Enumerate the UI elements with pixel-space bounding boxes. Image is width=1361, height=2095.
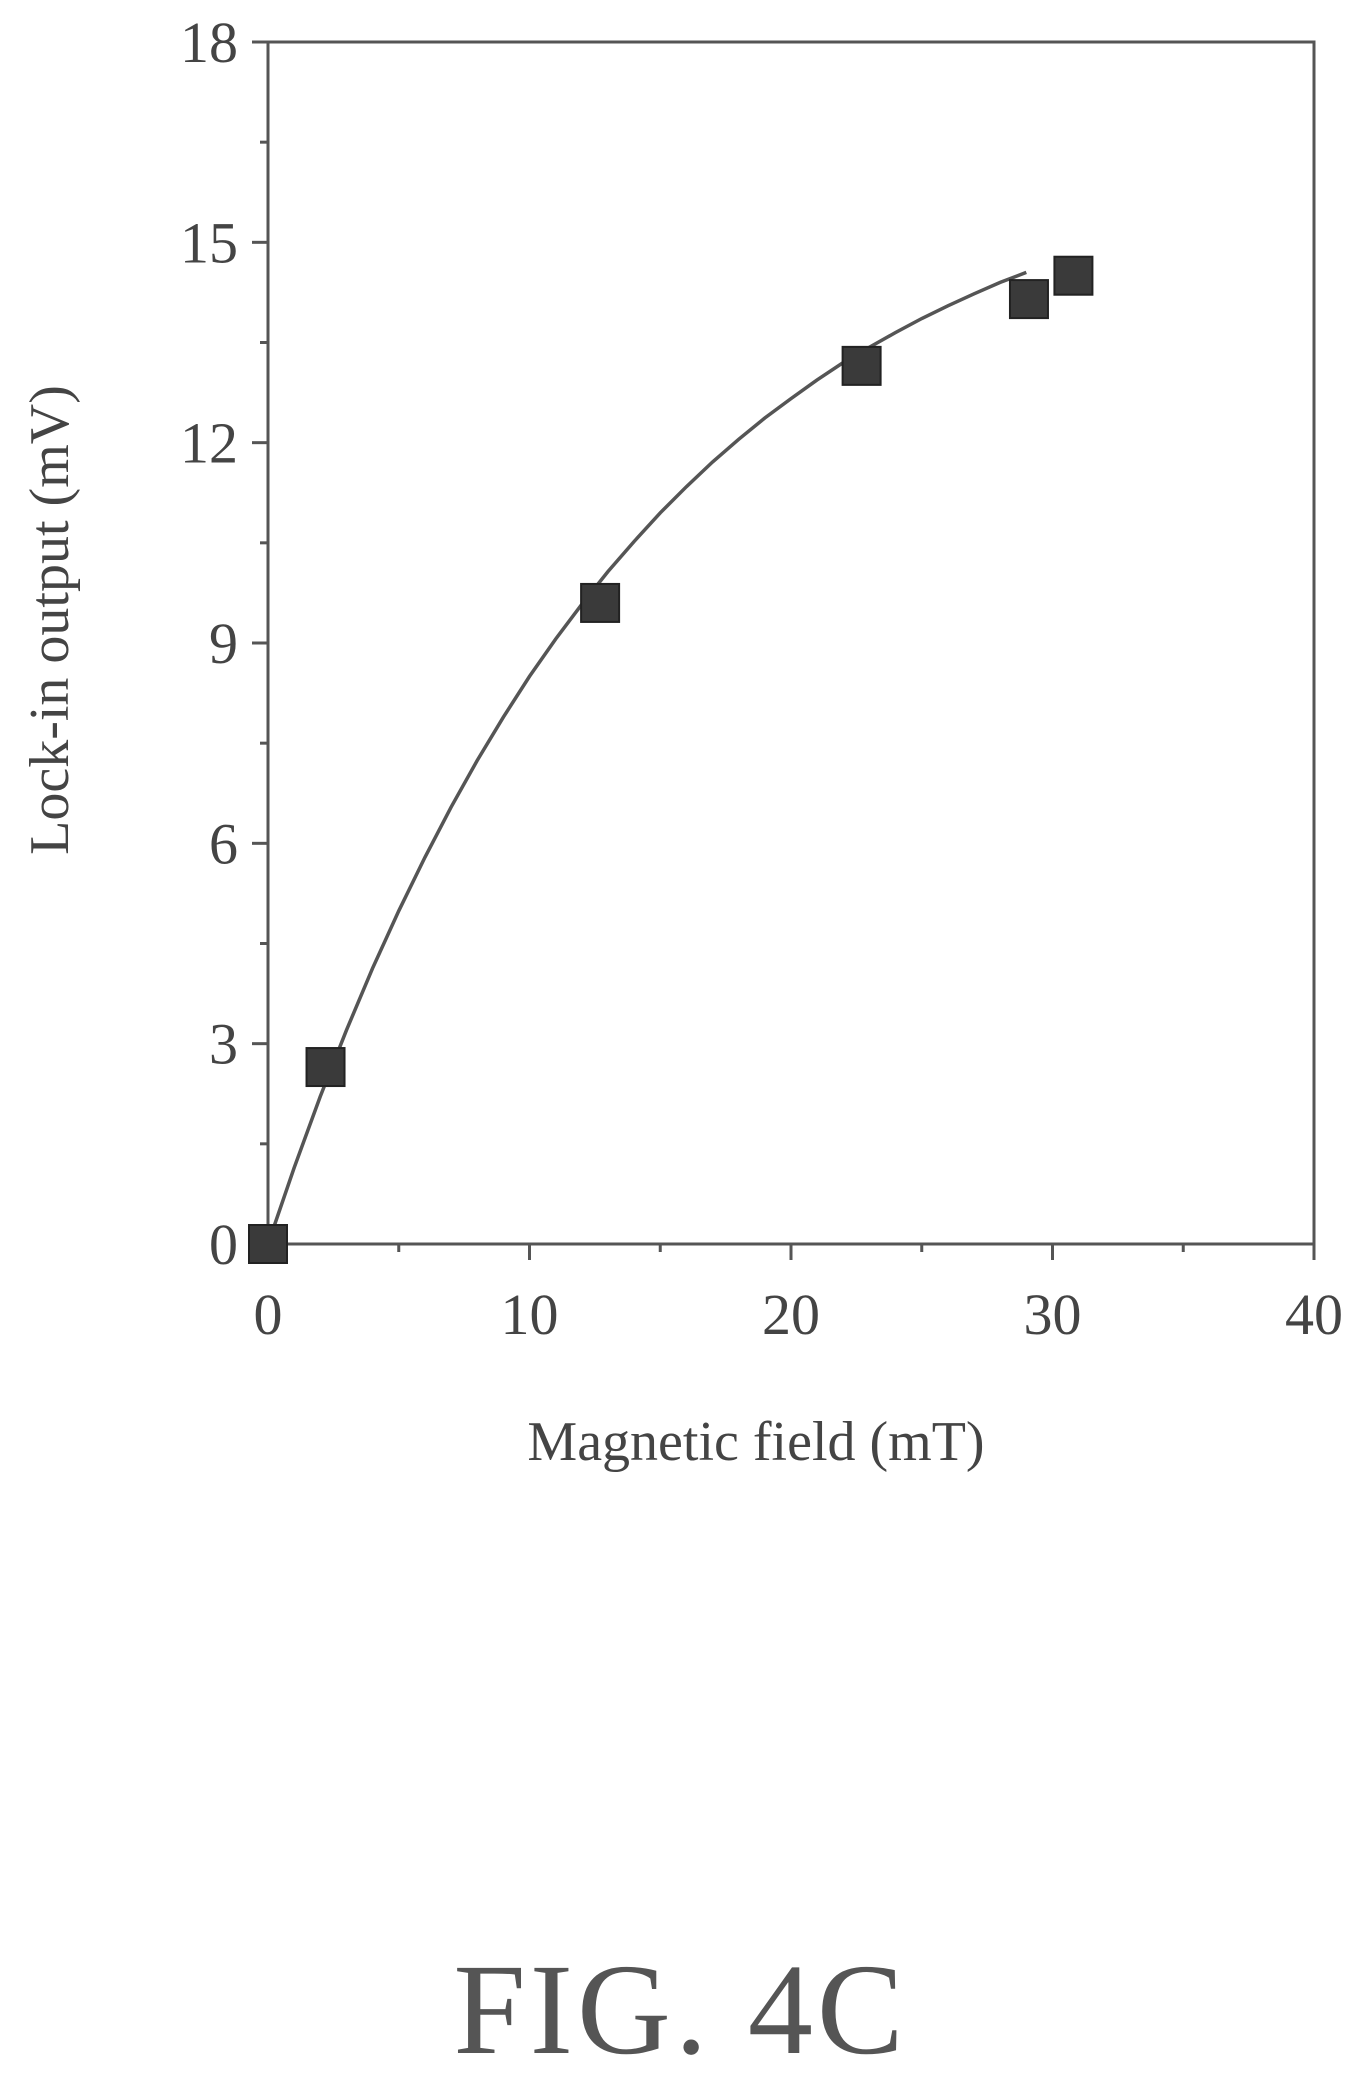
fit-curve-group	[266, 270, 1027, 1245]
plot-frame	[266, 40, 1316, 1246]
x-tick-label: 10	[501, 1282, 559, 1347]
y-tick-label: 12	[180, 411, 238, 476]
y-tick-label: 0	[209, 1212, 238, 1277]
y-tick-label: 6	[209, 811, 238, 876]
data-point	[841, 345, 882, 386]
y-tick-label: 18	[180, 10, 238, 75]
figure-caption: FIG. 4C	[453, 1938, 908, 2082]
data-point	[1053, 255, 1094, 296]
data-point	[1008, 279, 1049, 320]
y-tick-label: 3	[209, 1012, 238, 1077]
axes	[252, 40, 1316, 1260]
data-point	[580, 582, 621, 623]
y-axis-label: Lock-in output (mV)	[19, 385, 81, 855]
x-tick-label: 0	[254, 1282, 283, 1347]
x-tick-label: 40	[1285, 1282, 1343, 1347]
x-tick-label: 20	[762, 1282, 820, 1347]
x-tick-label: 30	[1024, 1282, 1082, 1347]
tick-labels: 0 10 20 30 40 0 3 6 9 12 15 18	[180, 10, 1343, 1347]
y-tick-label: 9	[209, 611, 238, 676]
data-points	[248, 255, 1094, 1264]
x-axis-label: Magnetic field (mT)	[527, 1411, 984, 1473]
y-tick-label: 15	[180, 210, 238, 275]
data-point	[305, 1047, 346, 1088]
data-point	[248, 1224, 288, 1264]
fit-curve	[266, 270, 1027, 1245]
